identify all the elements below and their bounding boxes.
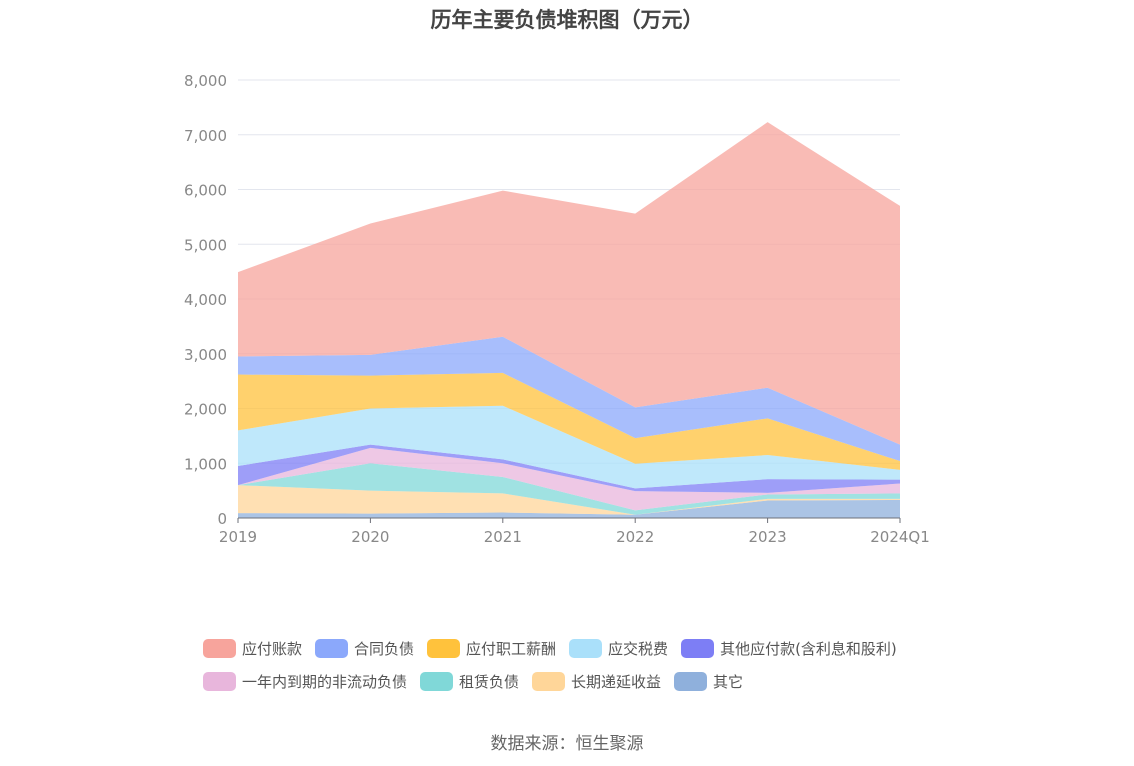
legend-swatch [315, 639, 349, 658]
legend-item[interactable]: 应交税费 [569, 638, 668, 659]
legend-swatch [681, 639, 715, 658]
area-series-4 [238, 447, 900, 511]
legend-item[interactable]: 长期递延收益 [532, 671, 661, 692]
y-tick-label: 1,000 [184, 455, 227, 473]
legend-swatch [420, 672, 454, 691]
y-tick-label: 4,000 [184, 291, 227, 309]
area-series-3 [238, 463, 900, 515]
legend-label: 其他应付款(含利息和股利) [720, 640, 897, 658]
legend-swatch [674, 672, 708, 691]
legend-label: 应付账款 [242, 640, 303, 658]
x-tick-label: 2023 [749, 528, 787, 546]
area-series-6 [238, 405, 900, 489]
legend-item[interactable]: 应付账款 [203, 638, 302, 659]
y-tick-label: 0 [217, 510, 227, 528]
legend-swatch [532, 672, 566, 691]
legend-swatch [203, 672, 236, 691]
area-series-8 [238, 336, 900, 462]
legend-label: 长期递延收益 [571, 673, 662, 691]
area-series-5 [238, 444, 900, 493]
area-series-1 [238, 499, 900, 518]
y-tick-label: 7,000 [184, 127, 227, 145]
legend-swatch [427, 639, 461, 658]
area-series [238, 122, 900, 518]
legend-row: 一年内到期的非流动负债 租赁负债 长期递延收益 其它 [203, 665, 963, 698]
x-tick-label: 2019 [219, 528, 257, 546]
legend-item[interactable]: 应付职工薪酬 [427, 638, 556, 659]
y-tick-label: 6,000 [184, 182, 227, 200]
legend-label: 其它 [713, 673, 744, 691]
axes: 0 1,000 2,000 3,000 4,000 5,000 6,000 7,000 8,00… [184, 72, 930, 546]
legend-label: 合同负债 [354, 640, 415, 658]
y-tick-label: 2,000 [184, 401, 227, 419]
legend-label: 一年内到期的非流动负债 [242, 673, 408, 691]
legend: 应付账款 合同负债 应付职工薪酬 应交税费 其他应付款(含利息和股利) 一年内到期的非流… [203, 632, 963, 698]
x-tick-label: 2020 [351, 528, 389, 546]
legend-item[interactable]: 合同负债 [315, 638, 414, 659]
area-series-2 [238, 485, 900, 515]
legend-label: 应交税费 [608, 640, 669, 658]
x-tick-label: 2021 [484, 528, 522, 546]
legend-row: 应付账款 合同负债 应付职工薪酬 应交税费 其他应付款(含利息和股利) [203, 632, 963, 665]
x-tick-label: 2022 [616, 528, 654, 546]
chart-title: 历年主要负债堆积图（万元） [430, 8, 704, 32]
y-tick-label: 5,000 [184, 236, 227, 254]
legend-swatch [569, 639, 603, 658]
legend-label: 租赁负债 [459, 673, 520, 691]
area-series-9 [238, 122, 900, 445]
legend-item[interactable]: 一年内到期的非流动负债 [203, 671, 407, 692]
legend-swatch [203, 639, 236, 658]
stacked-area-chart: 0 1,000 2,000 3,000 4,000 5,000 6,000 7,000 8,00… [184, 72, 930, 546]
legend-item[interactable]: 其它 [674, 671, 743, 692]
legend-item[interactable]: 其他应付款(含利息和股利) [681, 638, 897, 659]
legend-label: 应付职工薪酬 [466, 640, 557, 658]
y-tick-label: 3,000 [184, 346, 227, 364]
legend-item[interactable]: 租赁负债 [420, 671, 519, 692]
y-tick-label: 8,000 [184, 72, 227, 90]
area-series-7 [238, 372, 900, 470]
x-tick-label: 2024Q1 [870, 528, 930, 546]
data-source-note: 数据来源：恒生聚源 [490, 734, 644, 754]
